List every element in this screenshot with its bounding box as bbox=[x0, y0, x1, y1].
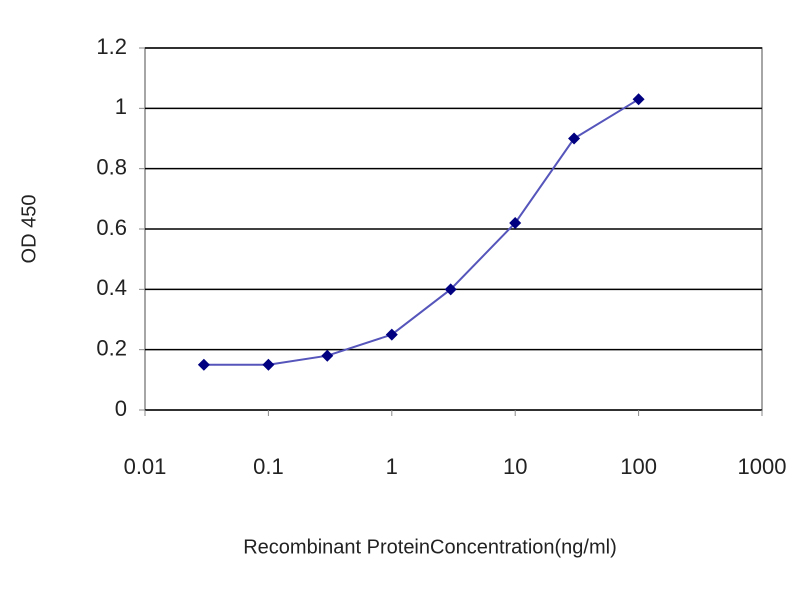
y-tick-label: 1 bbox=[115, 94, 127, 119]
y-tick-label: 0.4 bbox=[96, 275, 127, 300]
data-point bbox=[385, 328, 398, 341]
data-point bbox=[632, 93, 645, 106]
x-tick-label: 0.01 bbox=[124, 454, 167, 479]
data-point bbox=[321, 349, 334, 362]
x-tick-label: 1000 bbox=[738, 454, 787, 479]
x-tick-label: 10 bbox=[503, 454, 527, 479]
data-point bbox=[509, 216, 522, 229]
x-axis-title: Recombinant ProteinConcentration(ng/ml) bbox=[243, 536, 617, 558]
data-point bbox=[444, 283, 457, 296]
x-tick-label: 1 bbox=[386, 454, 398, 479]
data-point bbox=[262, 358, 275, 371]
y-tick-label: 0.2 bbox=[96, 335, 127, 360]
data-line bbox=[203, 98, 640, 366]
x-tick-label: 100 bbox=[620, 454, 657, 479]
y-tick-label: 0 bbox=[115, 396, 127, 421]
data-point bbox=[568, 132, 581, 145]
y-axis-title: OD 450 bbox=[18, 195, 40, 264]
y-tick-label: 1.2 bbox=[96, 34, 127, 59]
data-point bbox=[197, 358, 210, 371]
y-tick-label: 0.6 bbox=[96, 215, 127, 240]
x-tick-label: 0.1 bbox=[253, 454, 284, 479]
y-tick-label: 0.8 bbox=[96, 154, 127, 179]
